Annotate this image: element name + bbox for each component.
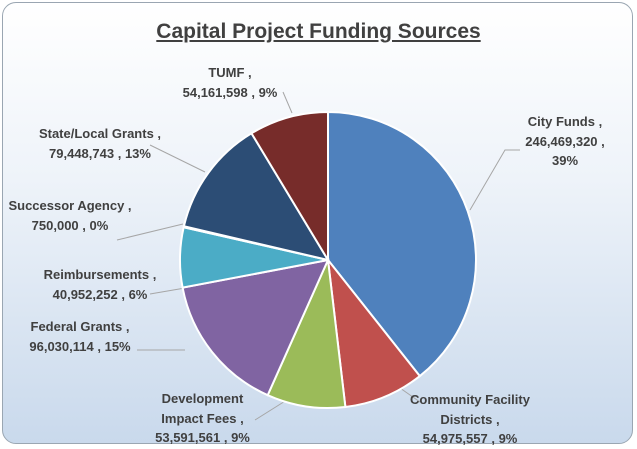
label-name: State/Local Grants: [38, 126, 154, 141]
data-label: Community Facility Districts , 54,975,557…: [410, 392, 530, 446]
data-label: TUMF , 54,161,598 , 9%: [182, 65, 278, 100]
leader-line: [399, 387, 421, 403]
leader-line: [149, 144, 206, 173]
label-percent: 13%: [124, 145, 151, 161]
data-label: Successor Agency , 750,000 , 0%: [8, 198, 132, 233]
label-value: 54,975,557: [422, 431, 488, 446]
label-value: 750,000: [31, 217, 79, 233]
leader-line: [282, 91, 293, 114]
label-percent: 0%: [89, 217, 109, 233]
leader-line: [469, 149, 520, 211]
data-label: Reimbursements , 40,952,252 , 6%: [43, 267, 157, 302]
label-name: City Funds: [527, 114, 595, 129]
data-label: City Funds , 246,469,320 , 39%: [525, 114, 605, 168]
label-percent: 9%: [498, 431, 518, 446]
data-label: Development Impact Fees , 53,591,561 , 9%: [155, 391, 250, 445]
data-label: Federal Grants , 96,030,114 , 15%: [29, 319, 131, 354]
label-percent: 39%: [551, 153, 579, 168]
label-percent: 9%: [231, 430, 250, 445]
leader-line: [149, 287, 186, 295]
pie-slice: [327, 110, 477, 378]
data-label: State/Local Grants , 79,448,743 , 13%: [38, 126, 162, 161]
label-percent: 6%: [128, 286, 148, 302]
label-value: 79,448,743: [49, 145, 115, 161]
label-value: 53,591,561: [155, 430, 221, 445]
label-value: 246,469,320: [525, 133, 598, 149]
label-name: Development Impact Fees: [161, 391, 244, 426]
label-percent: 9%: [258, 84, 278, 100]
label-name: Federal Grants: [30, 319, 123, 334]
label-value: 54,161,598: [182, 84, 248, 100]
pie-slice: [250, 110, 329, 264]
pie-slice: [326, 256, 422, 409]
pie-slice: [182, 131, 331, 262]
label-name: Reimbursements: [43, 267, 150, 282]
pie-slice: [181, 258, 330, 397]
label-name: Community Facility Districts: [410, 392, 530, 427]
label-name: TUMF: [208, 65, 245, 80]
label-value: 40,952,252: [52, 286, 118, 302]
label-value: 96,030,114: [29, 338, 94, 354]
label-percent: 15%: [104, 338, 131, 354]
label-name: Successor Agency: [8, 198, 125, 213]
leader-line: [116, 223, 184, 241]
chart-title: Capital Project Funding Sources: [156, 20, 481, 43]
